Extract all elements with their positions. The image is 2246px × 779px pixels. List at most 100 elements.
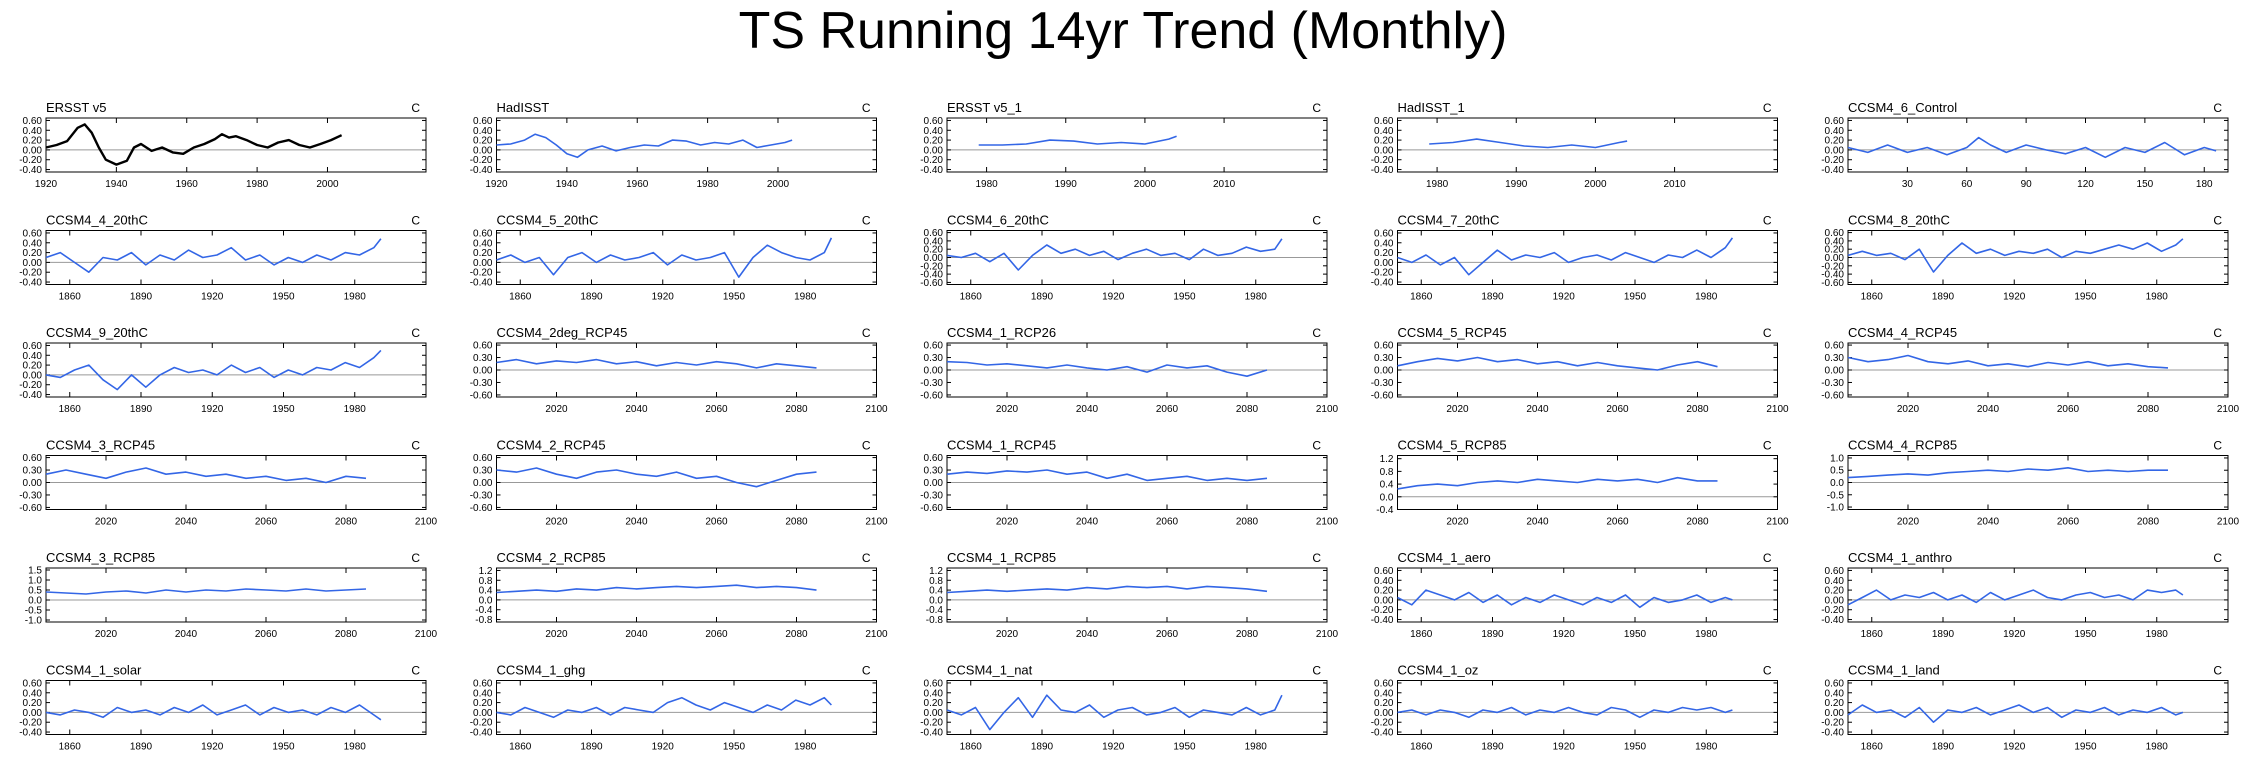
ytick-label-27-2: 0.20 xyxy=(924,698,944,709)
ytick-label-8-3: 0.00 xyxy=(1374,258,1394,269)
xtick-label-0-2: 1960 xyxy=(176,179,199,190)
ytick-label-16-4: -0.60 xyxy=(470,503,493,514)
panel-units-25: C xyxy=(411,664,420,678)
ytick-label-0-5: -0.40 xyxy=(19,165,42,176)
plot-frame-26 xyxy=(496,680,877,735)
xtick-label-18-1: 2040 xyxy=(1526,517,1549,528)
xtick-label-14-4: 2100 xyxy=(2217,404,2240,415)
ytick-label-26-0: 0.60 xyxy=(473,678,493,689)
panel-title-14: CCSM4_4_RCP45 xyxy=(1848,325,1957,340)
series-line-2 xyxy=(978,135,1177,146)
xtick-label-20-3: 2080 xyxy=(335,629,358,640)
series-line-23 xyxy=(1397,589,1733,609)
xtick-label-17-3: 2080 xyxy=(1236,517,1259,528)
xtick-label-21-1: 2040 xyxy=(625,629,648,640)
ytick-label-22-2: 0.4 xyxy=(929,586,943,597)
plot-frame-29 xyxy=(1847,680,2229,735)
ytick-label-3-2: 0.20 xyxy=(1374,136,1394,147)
series-line-19 xyxy=(1847,466,2168,479)
plot-frame-20 xyxy=(45,567,427,623)
xtick-label-24-4: 1980 xyxy=(2146,629,2169,640)
ytick-label-1-1: 0.40 xyxy=(473,126,493,137)
xtick-label-8-3: 1950 xyxy=(1624,292,1647,303)
panel-title-29: CCSM4_1_land xyxy=(1848,663,1940,678)
panel-units-24: C xyxy=(2213,551,2222,565)
xtick-label-26-1: 1890 xyxy=(580,742,603,753)
panel-title-27: CCSM4_1_nat xyxy=(947,663,1033,678)
ytick-label-3-4: -0.20 xyxy=(1371,155,1394,166)
ytick-label-1-2: 0.20 xyxy=(473,136,493,147)
ytick-label-5-3: 0.00 xyxy=(23,258,43,269)
xtick-label-17-0: 2020 xyxy=(996,517,1019,528)
xtick-label-11-4: 2100 xyxy=(865,404,888,415)
ytick-label-27-1: 0.40 xyxy=(924,688,944,699)
series-line-8 xyxy=(1397,237,1734,276)
xtick-label-12-4: 2100 xyxy=(1316,404,1339,415)
xtick-label-0-0: 1920 xyxy=(35,179,58,190)
ytick-label-24-1: 0.40 xyxy=(1825,576,1845,587)
xtick-label-14-0: 2020 xyxy=(1897,404,1920,415)
ytick-label-23-4: -0.20 xyxy=(1371,605,1394,616)
xtick-label-25-1: 1890 xyxy=(130,742,153,753)
ytick-label-5-5: -0.40 xyxy=(19,278,42,289)
ytick-label-2-3: 0.00 xyxy=(924,145,944,156)
ytick-label-23-5: -0.40 xyxy=(1371,615,1394,626)
xtick-label-11-2: 2060 xyxy=(705,404,728,415)
xtick-label-18-3: 2080 xyxy=(1686,517,1709,528)
xtick-label-29-0: 1860 xyxy=(1861,742,1884,753)
xtick-label-8-0: 1860 xyxy=(1410,292,1433,303)
series-line-1 xyxy=(496,133,793,159)
series-line-17 xyxy=(946,469,1268,482)
plot-frame-23 xyxy=(1397,567,1778,623)
xtick-label-1-0: 1920 xyxy=(485,179,508,190)
ytick-label-21-1: 0.8 xyxy=(479,576,493,587)
xtick-label-7-2: 1920 xyxy=(1102,292,1125,303)
ytick-label-23-2: 0.20 xyxy=(1374,586,1394,597)
xtick-label-13-4: 2100 xyxy=(1766,404,1789,415)
ytick-label-18-4: -0.4 xyxy=(1376,505,1394,516)
ytick-label-14-2: 0.00 xyxy=(1825,366,1845,377)
series-line-27 xyxy=(946,694,1283,731)
ytick-label-19-0: 1.0 xyxy=(1830,453,1844,464)
panel-title-7: CCSM4_6_20thC xyxy=(947,213,1049,228)
xtick-label-28-2: 1920 xyxy=(1553,742,1576,753)
ytick-label-25-4: -0.20 xyxy=(19,718,42,729)
ytick-label-5-0: 0.60 xyxy=(23,228,43,239)
ytick-label-27-5: -0.40 xyxy=(920,728,943,739)
xtick-label-22-4: 2100 xyxy=(1316,629,1339,640)
ytick-label-20-1: 1.0 xyxy=(28,576,42,587)
ytick-label-16-3: -0.30 xyxy=(470,490,493,501)
xtick-label-22-0: 2020 xyxy=(996,629,1019,640)
panel-title-26: CCSM4_1_ghg xyxy=(497,663,586,678)
xtick-label-23-4: 1980 xyxy=(1695,629,1718,640)
ytick-label-6-4: -0.20 xyxy=(470,268,493,279)
plot-frame-24 xyxy=(1847,567,2229,623)
ytick-label-18-1: 0.8 xyxy=(1380,467,1394,478)
xtick-label-26-3: 1950 xyxy=(723,742,746,753)
ytick-label-7-1: 0.40 xyxy=(924,236,944,247)
panel-title-18: CCSM4_5_RCP85 xyxy=(1398,438,1507,453)
xtick-label-6-4: 1980 xyxy=(794,292,817,303)
ytick-label-16-1: 0.30 xyxy=(473,466,493,477)
xtick-label-16-0: 2020 xyxy=(545,517,568,528)
plot-frame-3 xyxy=(1397,117,1778,173)
ytick-label-24-3: 0.00 xyxy=(1825,595,1845,606)
plot-frame-21 xyxy=(496,567,877,623)
ytick-label-28-3: 0.00 xyxy=(1374,708,1394,719)
ytick-label-27-3: 0.00 xyxy=(924,708,944,719)
xtick-label-23-2: 1920 xyxy=(1553,629,1576,640)
xtick-label-27-4: 1980 xyxy=(1245,742,1268,753)
panel-title-22: CCSM4_1_RCP85 xyxy=(947,550,1056,565)
xtick-label-29-4: 1980 xyxy=(2146,742,2169,753)
ytick-label-8-4: -0.20 xyxy=(1371,268,1394,279)
xtick-label-15-3: 2080 xyxy=(335,517,358,528)
xtick-label-6-1: 1890 xyxy=(580,292,603,303)
xtick-label-25-0: 1860 xyxy=(59,742,82,753)
series-line-6 xyxy=(496,237,833,278)
ytick-label-1-3: 0.00 xyxy=(473,145,493,156)
xtick-label-15-2: 2060 xyxy=(255,517,278,528)
ytick-label-15-4: -0.60 xyxy=(19,503,42,514)
xtick-label-20-4: 2100 xyxy=(415,629,438,640)
ytick-label-14-4: -0.60 xyxy=(1821,390,1844,401)
ytick-label-23-0: 0.60 xyxy=(1374,566,1394,577)
